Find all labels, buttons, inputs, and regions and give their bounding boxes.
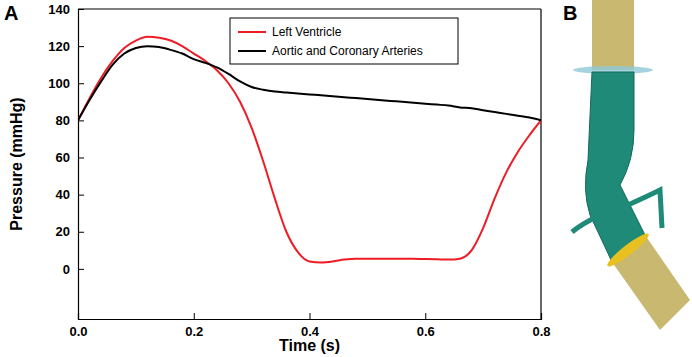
y-tick: 100 (48, 76, 84, 91)
panel-label: B (563, 2, 577, 24)
legend-swatch (238, 31, 266, 33)
plot-area (78, 37, 541, 263)
panel-label: A (4, 2, 18, 24)
x-tick-mark (541, 313, 542, 319)
y-tick-label: 40 (56, 187, 70, 202)
x-tick-label: 0.8 (532, 324, 550, 339)
line (78, 37, 541, 263)
y-tick-mark (78, 269, 84, 270)
x-tick-mark (425, 313, 426, 319)
x-tick: 0.8 (532, 313, 550, 339)
frame-top (78, 8, 541, 9)
y-tick-label: 120 (48, 39, 70, 54)
x-tick-label: 0.6 (417, 324, 435, 339)
y-tick-label: 140 (48, 2, 70, 17)
y-tick: 60 (56, 150, 84, 165)
y-tick-mark (78, 9, 84, 10)
y-tick-label: 100 (48, 76, 70, 91)
x-tick: 0.4 (301, 313, 320, 339)
figure: 0.0 0.2 0.4 0.6 0.8 0 20 40 60 80 100 120 140 Time (s… (0, 0, 692, 357)
y-tick-label: 80 (56, 113, 70, 128)
y-tick: 0 (63, 262, 84, 277)
legend-label: Left Ventricle (272, 25, 342, 39)
y-axis: 0 20 40 60 80 100 120 140 (48, 2, 84, 320)
legend-label: Aortic and Coronary Arteries (272, 44, 423, 58)
aorta (585, 72, 645, 262)
y-tick: 20 (56, 224, 84, 239)
outlet-plane (604, 230, 651, 270)
frame-right (540, 9, 541, 319)
x-axis: 0.0 0.2 0.4 0.6 0.8 (69, 313, 550, 339)
legend: Left Ventricle Aortic and Coronary Arteri… (230, 18, 458, 64)
y-axis-line (79, 10, 85, 320)
x-axis-line (79, 313, 542, 320)
y-tick-mark (78, 46, 84, 47)
vessel-model (572, 0, 690, 330)
x-tick-mark (310, 313, 311, 319)
x-tick-mark (194, 313, 195, 319)
y-tick: 140 (48, 2, 84, 17)
coronary-artery (628, 190, 662, 228)
inlet-tube (592, 0, 634, 70)
y-tick-mark (78, 195, 84, 196)
y-tick-label: 20 (56, 224, 70, 239)
y-tick-mark (78, 83, 84, 84)
x-axis-title: Time (s) (279, 337, 340, 354)
y-axis-title: Pressure (mmHg) (8, 97, 25, 230)
x-tick-label: 0.2 (185, 324, 203, 339)
x-tick: 0.6 (417, 313, 435, 339)
y-tick-mark (78, 232, 84, 233)
y-tick-label: 0 (63, 262, 70, 277)
y-tick: 40 (56, 187, 84, 202)
y-tick-mark (78, 158, 84, 159)
y-tick-label: 60 (56, 150, 70, 165)
coronary-artery (572, 215, 600, 232)
legend-swatch (238, 50, 266, 52)
x-tick: 0.2 (185, 313, 203, 339)
y-tick: 120 (48, 39, 84, 54)
legend-box (230, 18, 458, 64)
x-tick-label: 0.0 (69, 324, 87, 339)
